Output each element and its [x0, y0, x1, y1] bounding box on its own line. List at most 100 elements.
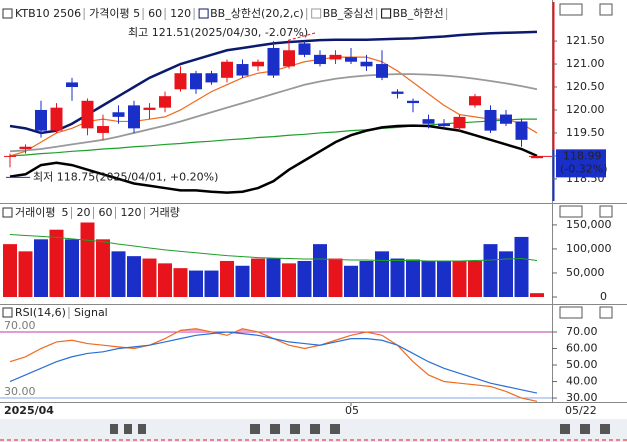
- price-line: [9, 118, 537, 157]
- y-tick-label: 100,000: [566, 242, 612, 255]
- candle-body: [205, 73, 218, 83]
- candle-body: [345, 57, 357, 62]
- panel-button[interactable]: [559, 3, 583, 16]
- candle-body: [159, 96, 171, 108]
- toolbar-icons: [110, 424, 610, 434]
- candle-body: [128, 105, 140, 129]
- date-label: 05: [345, 404, 359, 417]
- candle-body: [97, 126, 109, 133]
- candle-body: [190, 73, 202, 90]
- volume-bar: [96, 239, 110, 297]
- y-tick-label: 0: [600, 290, 607, 303]
- toolbar-button[interactable]: [110, 424, 118, 434]
- candle-body: [484, 109, 497, 131]
- toolbar-button[interactable]: [138, 424, 146, 434]
- volume-bar: [313, 244, 327, 297]
- last-price-label: 118.99: [563, 149, 602, 162]
- y-tick-label: 121.50: [566, 34, 605, 47]
- legend-label: 120: [170, 7, 191, 20]
- candle-body: [515, 121, 528, 140]
- legend-label: 20: [76, 206, 90, 219]
- volume-bar: [189, 270, 203, 297]
- date-label: 05/22: [565, 404, 597, 417]
- panel-button[interactable]: [599, 306, 613, 319]
- candle-body: [469, 96, 481, 106]
- volume-bar: [514, 236, 529, 297]
- candle-body: [329, 54, 342, 60]
- volume-bar: [49, 229, 64, 297]
- volume-bar: [127, 256, 141, 297]
- candle-body: [500, 114, 512, 124]
- candle-body: [112, 112, 125, 117]
- panel-button[interactable]: [559, 205, 583, 218]
- candle-body: [283, 50, 295, 67]
- level-label: 70.00: [4, 319, 36, 332]
- volume-average-line: [9, 234, 538, 262]
- volume-bar: [18, 251, 33, 297]
- candle-body: [422, 119, 435, 124]
- panel-button[interactable]: [559, 306, 583, 319]
- legend-label: 60: [148, 7, 162, 20]
- candle-body: [267, 47, 280, 76]
- volume-bar: [530, 293, 544, 297]
- last-price-box: [556, 149, 606, 178]
- legend-swatch: [311, 8, 322, 19]
- volume-bar: [204, 270, 219, 297]
- toolbar-button[interactable]: [560, 424, 570, 434]
- candle-body: [19, 146, 32, 150]
- candle-body: [174, 73, 187, 90]
- legend-label: BB_상한선(20,2,c): [210, 7, 304, 20]
- legend-swatch: [381, 8, 392, 19]
- high-annotation: 최고 121.51(2025/04/30, -2.07%): [128, 26, 308, 39]
- candle-body: [143, 107, 156, 110]
- y-tick-label: 30.00: [566, 391, 598, 404]
- volume-bar: [344, 265, 358, 297]
- rsi-line: [9, 331, 538, 394]
- y-tick-label: 60.00: [566, 342, 598, 355]
- legend-label: 5: [61, 206, 68, 219]
- toolbar-button[interactable]: [330, 424, 340, 434]
- volume-bar: [468, 260, 482, 297]
- y-tick-label: 50.00: [566, 358, 598, 371]
- candle-body: [236, 64, 249, 76]
- volume-bar: [390, 258, 405, 297]
- volume-bar: [266, 258, 281, 297]
- panel-button[interactable]: [599, 3, 613, 16]
- volume-bar: [220, 260, 234, 297]
- volume-bar: [328, 258, 343, 297]
- candle-body: [407, 100, 419, 104]
- panel-button[interactable]: [599, 205, 613, 218]
- toolbar-button[interactable]: [580, 424, 590, 434]
- last-price-change: (-0.32%): [560, 162, 608, 175]
- legend-checkbox: [2, 307, 13, 318]
- volume-bar: [158, 263, 172, 297]
- toolbar-button[interactable]: [600, 424, 610, 434]
- low-annotation: 최저 118.75(2025/04/01, +0.20%): [33, 170, 218, 183]
- legend-label: BB_하한선: [393, 6, 444, 20]
- toolbar-button[interactable]: [310, 424, 320, 434]
- candle-body: [81, 100, 94, 129]
- legend-checkbox: [2, 207, 13, 218]
- candle-body: [376, 64, 388, 78]
- volume-bar: [375, 251, 389, 297]
- toolbar-button[interactable]: [290, 424, 300, 434]
- volume-bar: [80, 222, 95, 297]
- candle-body: [391, 91, 404, 94]
- volume-bar: [437, 260, 451, 297]
- legend-label: BB_중심선: [323, 7, 374, 20]
- price-line: [9, 124, 538, 194]
- volume-bar: [359, 260, 374, 297]
- candle-body: [50, 107, 63, 131]
- toolbar-button[interactable]: [270, 424, 280, 434]
- candle-body: [221, 61, 233, 78]
- legend-label: 120: [120, 206, 141, 219]
- candle-body: [314, 54, 326, 65]
- y-tick-label: 40.00: [566, 375, 598, 388]
- toolbar-button[interactable]: [250, 424, 260, 434]
- legend-label: 60: [98, 206, 112, 219]
- y-tick-label: 121.00: [566, 57, 605, 70]
- toolbar-button[interactable]: [124, 424, 132, 434]
- volume-bar: [499, 251, 513, 297]
- candle-body: [252, 61, 264, 67]
